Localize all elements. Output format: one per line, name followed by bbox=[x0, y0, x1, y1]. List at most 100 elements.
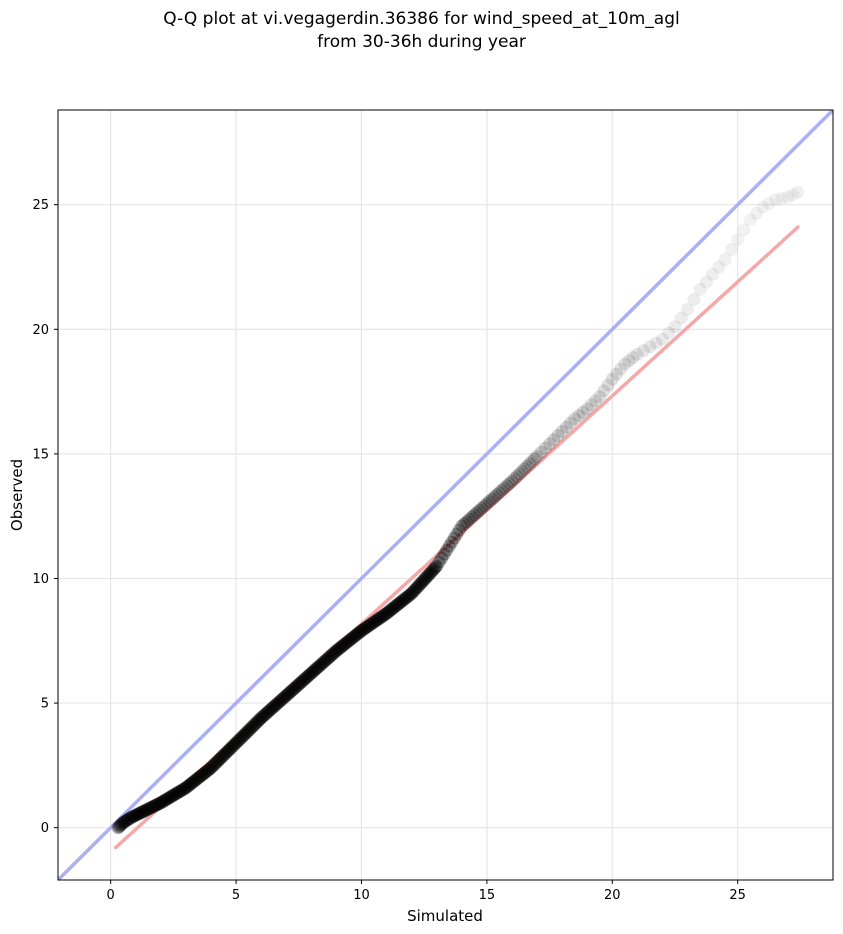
quantile-point bbox=[343, 633, 357, 647]
quantile-point bbox=[274, 693, 288, 707]
quantile-point bbox=[112, 819, 126, 833]
quantile-point bbox=[462, 512, 476, 526]
quantile-point bbox=[243, 722, 257, 736]
quantile-points bbox=[111, 185, 805, 835]
quantile-point bbox=[149, 798, 163, 812]
quantile-point bbox=[775, 191, 789, 205]
quantile-point bbox=[242, 723, 256, 737]
quantile-point bbox=[432, 555, 446, 569]
quantile-point bbox=[240, 725, 254, 739]
quantile-point bbox=[262, 704, 276, 718]
x-tick-label: 10 bbox=[353, 888, 370, 903]
quantile-point bbox=[122, 812, 136, 826]
quantile-point bbox=[163, 791, 177, 805]
quantile-point bbox=[475, 501, 489, 515]
quantile-point bbox=[273, 694, 287, 708]
quantile-point bbox=[668, 320, 682, 334]
quantile-point bbox=[525, 454, 539, 468]
quantile-point bbox=[547, 433, 561, 447]
quantile-point bbox=[724, 243, 738, 257]
axis-ticks: 0 5 10 15 20 25 0 5 10 15 20 25 bbox=[32, 198, 746, 903]
quantile-point bbox=[331, 643, 345, 657]
quantile-point bbox=[768, 193, 782, 207]
quantile-point bbox=[418, 571, 432, 585]
quantile-point bbox=[386, 601, 400, 615]
quantile-point bbox=[426, 563, 440, 577]
quantile-point bbox=[304, 666, 318, 680]
quantile-point bbox=[291, 679, 305, 693]
quantile-point bbox=[159, 793, 173, 807]
quantile-point bbox=[318, 654, 332, 668]
quantile-point bbox=[487, 490, 501, 504]
quantile-point bbox=[229, 736, 243, 750]
quantile-point bbox=[618, 357, 632, 371]
quantile-point bbox=[284, 684, 298, 698]
quantile-point bbox=[200, 764, 214, 778]
quantile-point bbox=[188, 774, 202, 788]
quantile-point bbox=[213, 752, 227, 766]
quantile-point bbox=[422, 567, 436, 581]
quantile-point bbox=[297, 673, 311, 687]
quantile-point bbox=[277, 691, 291, 705]
quantile-point bbox=[425, 565, 439, 579]
quantile-point bbox=[359, 620, 373, 634]
reference-lines bbox=[58, 110, 833, 880]
quantile-point bbox=[143, 801, 157, 815]
quantile-point bbox=[442, 539, 456, 553]
quantile-point bbox=[363, 618, 377, 632]
quantile-point bbox=[301, 670, 315, 684]
quantile-point bbox=[117, 815, 131, 829]
quantile-point bbox=[254, 711, 268, 725]
quantile-point bbox=[421, 569, 435, 583]
quantile-point bbox=[336, 639, 350, 653]
quantile-point bbox=[447, 531, 461, 545]
quantile-point bbox=[391, 597, 405, 611]
quantile-point bbox=[337, 638, 351, 652]
quantile-point bbox=[265, 701, 279, 715]
quantile-point bbox=[609, 367, 623, 381]
quantile-point bbox=[191, 771, 205, 785]
quantile-point bbox=[326, 647, 340, 661]
quantile-point bbox=[215, 750, 229, 764]
quantile-point bbox=[208, 757, 222, 771]
quantile-point bbox=[480, 497, 494, 511]
quantile-point bbox=[450, 527, 464, 541]
quantile-point bbox=[367, 615, 381, 629]
quantile-point bbox=[470, 506, 484, 520]
quantile-point bbox=[321, 652, 335, 666]
quantile-point bbox=[210, 755, 224, 769]
quantile-point bbox=[329, 644, 343, 658]
quantile-point bbox=[270, 696, 284, 710]
quantile-point bbox=[181, 779, 195, 793]
quantile-point bbox=[401, 589, 415, 603]
quantile-point bbox=[313, 658, 327, 672]
quantile-point bbox=[209, 756, 223, 770]
quantile-point bbox=[286, 683, 300, 697]
quantile-point bbox=[303, 667, 317, 681]
quantile-point bbox=[214, 751, 228, 765]
quantile-point bbox=[410, 581, 424, 595]
quantile-point bbox=[129, 808, 143, 822]
quantile-point bbox=[390, 598, 404, 612]
quantile-point bbox=[357, 622, 371, 636]
quantile-point bbox=[397, 592, 411, 606]
quantile-point bbox=[626, 351, 640, 365]
quantile-point bbox=[224, 741, 238, 755]
quantile-point bbox=[377, 608, 391, 622]
quantile-point bbox=[253, 712, 267, 726]
quantile-point bbox=[322, 650, 336, 664]
quantile-point bbox=[228, 737, 242, 751]
quantile-point bbox=[225, 740, 239, 754]
fit-line bbox=[113, 225, 800, 850]
quantile-point bbox=[124, 811, 138, 825]
quantile-point bbox=[382, 604, 396, 618]
y-tick-label: 20 bbox=[32, 323, 49, 338]
quantile-point bbox=[756, 200, 770, 214]
quantile-point bbox=[120, 813, 134, 827]
quantile-point bbox=[153, 796, 167, 810]
quantile-point bbox=[232, 733, 246, 747]
quantile-point bbox=[351, 627, 365, 641]
quantile-point bbox=[347, 630, 361, 644]
quantile-point bbox=[437, 547, 451, 561]
quantile-point bbox=[750, 206, 764, 220]
